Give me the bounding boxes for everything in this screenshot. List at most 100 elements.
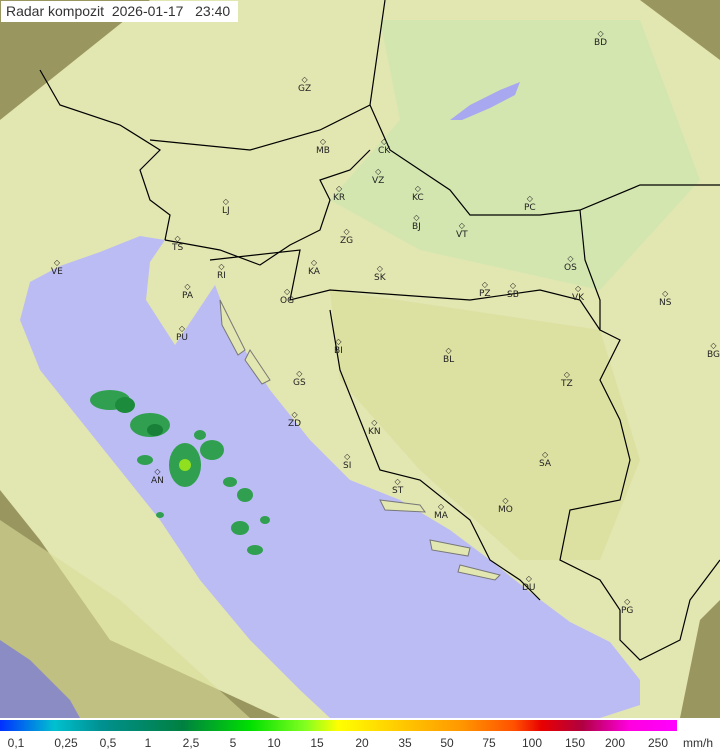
legend-label: 150 (564, 736, 586, 750)
legend-label: 10 (267, 736, 281, 750)
city-label: OG (280, 296, 295, 306)
city-marker-icon: ◇ (53, 258, 60, 267)
city-label: BD (594, 38, 608, 48)
city-si: ◇ SI (343, 452, 351, 471)
city-marker-icon: ◇ (445, 346, 452, 355)
city-bd: ◇ BD (594, 29, 607, 48)
city-marker-icon: ◇ (376, 264, 383, 273)
city-zd: ◇ ZD (288, 410, 301, 429)
city-label: ZG (340, 236, 354, 246)
radar-map[interactable] (0, 0, 720, 718)
city-ck: ◇ CK (378, 137, 390, 156)
city-label: GZ (298, 84, 312, 94)
city-marker-icon: ◇ (541, 450, 549, 459)
city-bi: ◇ BI (334, 337, 343, 356)
city-marker-icon: ◇ (437, 502, 445, 511)
city-marker-icon: ◇ (394, 477, 401, 486)
city-pa: ◇ PA (182, 282, 193, 301)
city-ts: ◇ TS (172, 234, 183, 253)
city-lj: ◇ LJ (222, 197, 230, 216)
city-label: CK (378, 146, 391, 156)
city-marker-icon: ◇ (525, 574, 532, 583)
radar-echoes (90, 390, 270, 555)
title-label: Radar kompozit (6, 3, 105, 19)
legend-unit: mm/h (683, 736, 713, 750)
city-label: DU (522, 583, 536, 593)
city-label: GS (293, 378, 306, 388)
city-label: MB (316, 146, 330, 156)
city-marker-icon: ◇ (310, 258, 318, 267)
city-marker-icon: ◇ (563, 370, 570, 379)
legend-label: 2,5 (182, 736, 200, 750)
city-kr: ◇ KR (333, 184, 345, 203)
city-label: BI (334, 346, 343, 356)
city-marker-icon: ◇ (319, 137, 327, 146)
city-vt: ◇ VT (456, 221, 468, 240)
city-gz: ◇ GZ (298, 75, 311, 94)
city-du: ◇ DU (522, 574, 536, 593)
legend-label: 50 (440, 736, 454, 750)
city-marker-icon: ◇ (222, 197, 229, 206)
islands (219, 299, 501, 581)
city-vz: ◇ VZ (372, 167, 384, 186)
city-marker-icon: ◇ (502, 496, 509, 505)
city-ma: ◇ MA (434, 502, 448, 521)
city-label: BL (443, 355, 455, 365)
city-pu: ◇ PU (176, 324, 188, 343)
city-marker-icon: ◇ (154, 467, 161, 476)
legend-label: 200 (604, 736, 626, 750)
lake-balaton (450, 82, 520, 120)
legend-label: 5 (229, 736, 237, 750)
city-label: OS (564, 263, 577, 273)
city-marker-icon: ◇ (178, 324, 186, 333)
city-label: KR (333, 193, 346, 203)
city-marker-icon: ◇ (662, 289, 669, 298)
city-sk: ◇ SK (374, 264, 386, 283)
city-marker-icon: ◇ (710, 341, 717, 350)
precipitation-legend-bar (0, 720, 677, 731)
sea-outside (0, 640, 80, 718)
city-label: TS (172, 243, 184, 253)
city-label: KA (308, 267, 320, 277)
city-label: BG (707, 350, 720, 360)
city-marker-icon: ◇ (283, 287, 291, 296)
city-marker-icon: ◇ (458, 221, 465, 230)
plains (330, 20, 700, 290)
city-label: KC (412, 193, 424, 203)
city-tz: ◇ TZ (561, 370, 573, 389)
city-label: SB (507, 290, 519, 300)
city-os: ◇ OS (564, 254, 577, 273)
city-label: VK (572, 293, 585, 303)
city-marker-icon: ◇ (335, 337, 342, 346)
legend-label: 15 (310, 736, 324, 750)
city-marker-icon: ◇ (509, 281, 517, 290)
city-kn: ◇ KN (368, 418, 381, 437)
city-marker-icon: ◇ (343, 227, 350, 236)
city-marker-icon: ◇ (414, 184, 421, 193)
city-label: ST (392, 486, 404, 496)
city-label: TZ (561, 379, 573, 389)
city-label: SI (343, 461, 352, 471)
title-date: 2026-01-17 (111, 3, 184, 19)
city-label: RI (217, 271, 226, 281)
city-marker-icon: ◇ (184, 282, 191, 291)
city-marker-icon: ◇ (597, 29, 604, 38)
city-bg: ◇ BG (707, 341, 720, 360)
city-marker-icon: ◇ (174, 234, 181, 243)
city-kc: ◇ KC (412, 184, 424, 203)
city-bl: ◇ BL (443, 346, 454, 365)
city-an: ◇ AN (151, 467, 164, 486)
city-marker-icon: ◇ (344, 452, 351, 461)
city-marker-icon: ◇ (624, 597, 631, 606)
city-label: PZ (479, 289, 491, 299)
city-sa: ◇ SA (539, 450, 551, 469)
city-pg: ◇ PG (621, 597, 633, 616)
city-marker-icon: ◇ (574, 284, 582, 293)
legend-label: 75 (482, 736, 496, 750)
city-label: VE (51, 267, 63, 277)
city-marker-icon: ◇ (567, 254, 574, 263)
city-label: MA (434, 511, 448, 521)
city-marker-icon: ◇ (413, 213, 420, 222)
city-label: PG (621, 606, 634, 616)
land-texture (0, 290, 640, 718)
